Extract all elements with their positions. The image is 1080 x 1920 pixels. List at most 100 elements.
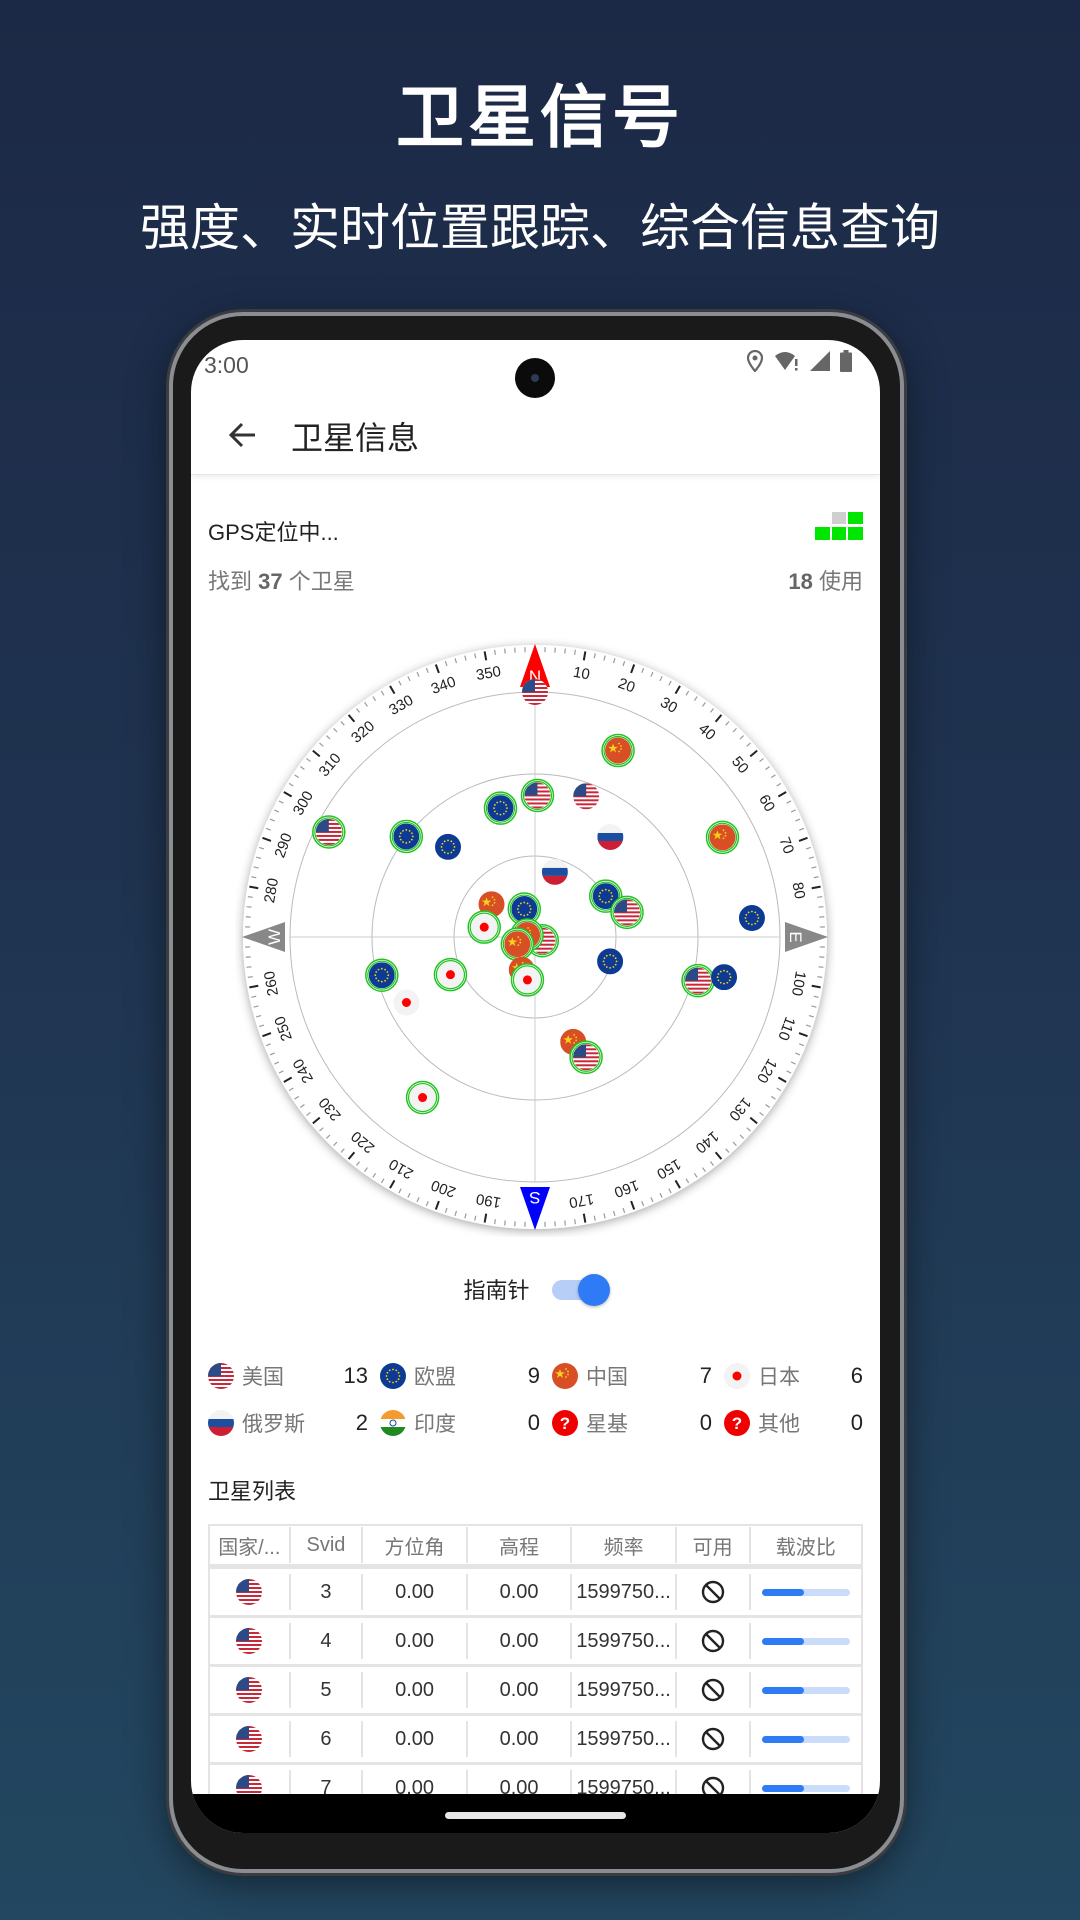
degree-tick bbox=[247, 976, 253, 978]
home-indicator[interactable] bbox=[445, 1812, 626, 1819]
legend-count: 13 bbox=[343, 1362, 368, 1388]
legend-count: 6 bbox=[850, 1362, 863, 1388]
degree-tick bbox=[259, 846, 265, 850]
degree-tick bbox=[306, 757, 311, 763]
satellite-jp-used[interactable] bbox=[510, 963, 545, 997]
app-bar: 卫星信息 bbox=[191, 395, 880, 475]
satellite-us-used[interactable] bbox=[610, 895, 644, 930]
back-button[interactable] bbox=[223, 415, 263, 455]
degree-tick bbox=[811, 1005, 817, 1008]
satellite-eu[interactable] bbox=[738, 905, 765, 932]
satellite-eu-used[interactable] bbox=[365, 958, 399, 992]
switch-knob bbox=[577, 1274, 610, 1306]
degree-tick bbox=[593, 1215, 596, 1221]
degree-label: 190 bbox=[475, 1190, 503, 1211]
satellite-jp[interactable] bbox=[393, 989, 420, 1016]
degree-tick bbox=[777, 791, 787, 798]
degree-tick bbox=[340, 721, 345, 726]
available-cell bbox=[677, 1721, 751, 1757]
degree-tick bbox=[674, 685, 681, 695]
cn0-bar bbox=[761, 1588, 850, 1596]
table-row[interactable]: 3 0.00 0.00 1599750... bbox=[210, 1569, 861, 1618]
flag-us-icon bbox=[208, 1363, 234, 1389]
degree-tick bbox=[294, 1095, 300, 1100]
satellite-eu-used[interactable] bbox=[483, 791, 518, 825]
frequency-cell: 1599750... bbox=[572, 1574, 677, 1610]
column-header[interactable]: 频率 bbox=[572, 1527, 677, 1563]
satellite-us[interactable] bbox=[522, 679, 548, 705]
satellite-us-used[interactable] bbox=[520, 778, 555, 813]
legend-count: 0 bbox=[699, 1409, 712, 1435]
satellite-us-used[interactable] bbox=[681, 963, 715, 998]
degree-tick bbox=[288, 1087, 294, 1092]
ban-icon bbox=[701, 1580, 724, 1604]
satellite-cn-used[interactable] bbox=[601, 733, 635, 768]
degree-tick bbox=[474, 653, 477, 659]
degree-tick bbox=[702, 702, 706, 707]
column-header[interactable]: 载波比 bbox=[775, 1536, 836, 1559]
satellite-jp-used[interactable] bbox=[405, 1080, 440, 1115]
degree-tick bbox=[770, 1095, 776, 1100]
satellite-us-used[interactable] bbox=[569, 1040, 603, 1075]
satellite-us[interactable] bbox=[573, 783, 599, 809]
table-row[interactable]: 4 0.00 0.00 1599750... bbox=[210, 1618, 861, 1667]
degree-tick bbox=[564, 648, 566, 654]
degree-tick bbox=[650, 671, 654, 677]
degree-tick bbox=[494, 649, 496, 655]
column-header[interactable]: 方位角 bbox=[363, 1527, 468, 1563]
satellite-cn-used[interactable] bbox=[705, 820, 740, 855]
degree-tick bbox=[253, 1005, 259, 1008]
satellite-eu[interactable] bbox=[711, 964, 738, 991]
degree-tick bbox=[246, 966, 252, 968]
satellite-eu-used[interactable] bbox=[389, 819, 424, 854]
degree-tick bbox=[283, 791, 293, 798]
degree-tick bbox=[795, 818, 801, 822]
satellite-us-used[interactable] bbox=[312, 815, 346, 849]
degree-tick bbox=[759, 757, 764, 763]
satellite-ru[interactable] bbox=[597, 824, 623, 850]
degree-tick bbox=[380, 690, 385, 696]
degree-tick bbox=[725, 721, 730, 726]
degree-tick bbox=[603, 655, 606, 661]
degree-tick bbox=[294, 774, 300, 779]
degree-tick bbox=[265, 1043, 271, 1047]
column-header[interactable]: Svid bbox=[291, 1527, 364, 1563]
degree-tick bbox=[622, 1207, 626, 1213]
legend-item-jp: 日本 6 bbox=[724, 1361, 863, 1391]
column-header[interactable]: 高程 bbox=[468, 1527, 573, 1563]
degree-tick bbox=[798, 1032, 808, 1038]
table-row[interactable]: 6 0.00 0.00 1599750... bbox=[210, 1716, 861, 1765]
degree-tick bbox=[799, 1043, 805, 1047]
satellite-eu[interactable] bbox=[435, 833, 462, 860]
satellite-jp-used[interactable] bbox=[467, 910, 501, 944]
degree-tick bbox=[444, 1207, 448, 1213]
degree-tick bbox=[372, 1172, 377, 1178]
column-header[interactable]: 国家/... bbox=[210, 1527, 291, 1563]
degree-tick bbox=[389, 685, 396, 695]
satellite-cn-used[interactable] bbox=[500, 927, 535, 961]
degree-tick bbox=[668, 1188, 672, 1194]
elevation-cell: 0.00 bbox=[468, 1721, 573, 1757]
degree-tick bbox=[808, 856, 814, 860]
degree-label: 70 bbox=[776, 835, 798, 856]
satellite-ru[interactable] bbox=[542, 859, 568, 885]
legend-item-unknown: 星基 0 bbox=[552, 1408, 724, 1438]
degree-tick bbox=[416, 671, 420, 677]
degree-tick bbox=[256, 1014, 262, 1018]
svid-cell: 4 bbox=[291, 1623, 364, 1659]
degree-tick bbox=[641, 667, 645, 673]
degree-tick bbox=[398, 680, 402, 686]
satellite-eu[interactable] bbox=[597, 948, 624, 975]
satellite-jp-used[interactable] bbox=[433, 957, 468, 992]
degree-tick bbox=[685, 1178, 690, 1184]
cn0-cell bbox=[751, 1574, 861, 1610]
table-row[interactable]: 5 0.00 0.00 1599750... bbox=[210, 1667, 861, 1716]
degree-tick bbox=[278, 800, 284, 804]
legend-row: 俄罗斯 2 印度 0 星基 0 其他 0 bbox=[208, 1399, 863, 1446]
legend-item-cn: 中国 7 bbox=[552, 1361, 724, 1391]
degree-tick bbox=[641, 1201, 645, 1207]
compass-toggle-switch[interactable] bbox=[551, 1272, 610, 1306]
degree-tick bbox=[425, 1201, 429, 1207]
degree-tick bbox=[312, 749, 321, 758]
column-header[interactable]: 可用 bbox=[677, 1527, 751, 1563]
